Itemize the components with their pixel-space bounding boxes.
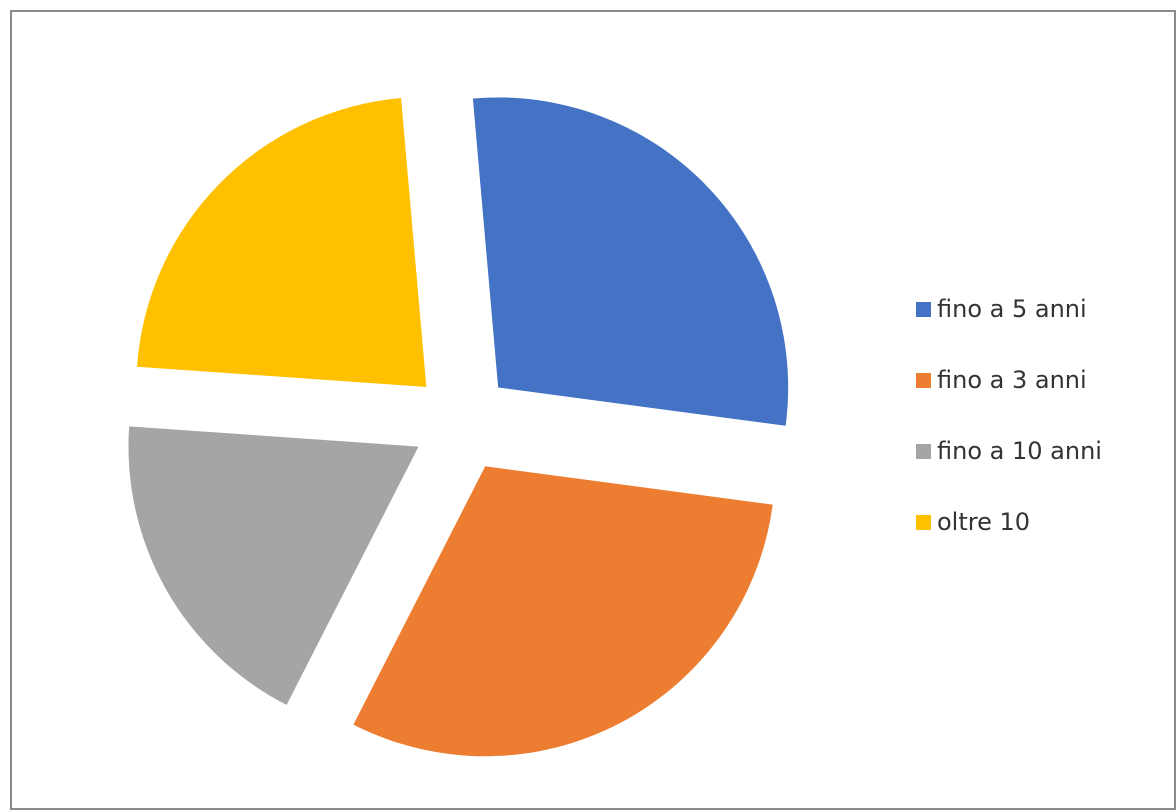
legend-label: oltre 10 [937, 508, 1031, 536]
legend-item-fino-a-3-anni: fino a 3 anni [916, 365, 1102, 395]
pie-slice-fino-a-10-anni [128, 426, 419, 705]
pie-chart [128, 97, 789, 757]
pie-slice-fino-a-5-anni [472, 97, 789, 426]
legend-item-oltre-10: oltre 10 [916, 507, 1102, 537]
legend-swatch [916, 514, 931, 530]
legend-swatch [916, 301, 931, 317]
legend-swatch [916, 372, 931, 388]
legend: fino a 5 anni fino a 3 anni fino a 10 an… [916, 294, 1102, 578]
legend-swatch [916, 443, 931, 459]
pie-slice-oltre-10 [137, 98, 427, 387]
chart-frame: fino a 5 anni fino a 3 anni fino a 10 an… [10, 10, 1176, 810]
legend-item-fino-a-10-anni: fino a 10 anni [916, 436, 1102, 466]
pie-slice-fino-a-3-anni [353, 466, 773, 757]
legend-label: fino a 5 anni [937, 295, 1087, 323]
legend-label: fino a 10 anni [937, 437, 1102, 465]
legend-label: fino a 3 anni [937, 366, 1087, 394]
legend-item-fino-a-5-anni: fino a 5 anni [916, 294, 1102, 324]
